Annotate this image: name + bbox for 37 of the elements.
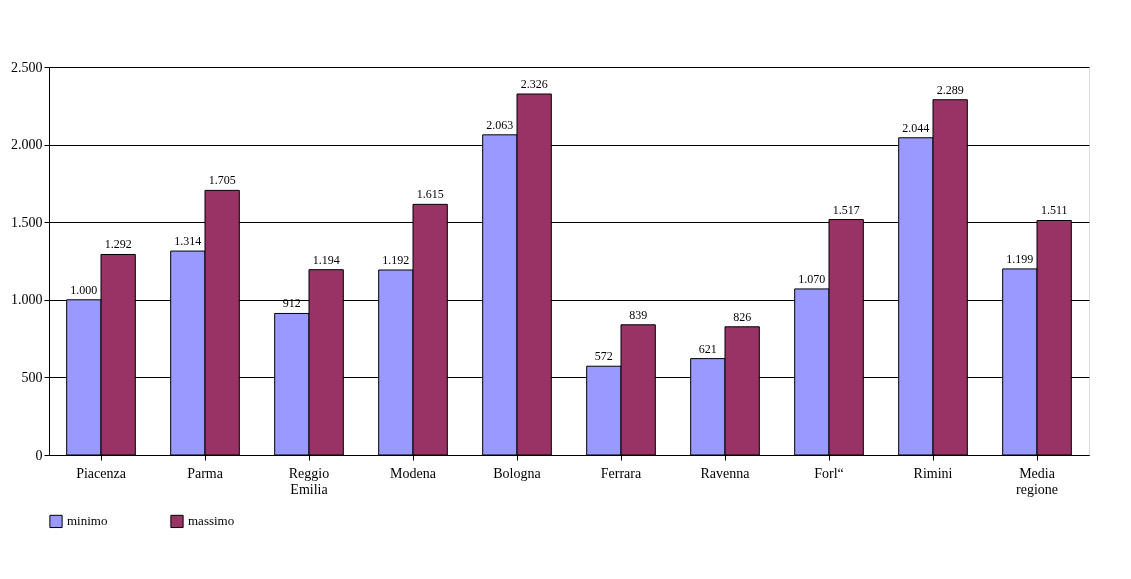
y-tick-label: 500 <box>21 369 43 385</box>
data-label: 621 <box>698 341 717 356</box>
data-label: 826 <box>733 309 752 324</box>
x-tick-label: Reggio Emilia <box>288 465 330 497</box>
legend-label: massimo <box>188 513 235 529</box>
x-tick-label: Ferrara <box>600 465 642 481</box>
data-label: 1.314 <box>174 234 202 249</box>
legend-label: minimo <box>67 513 108 529</box>
data-label: 1.517 <box>832 202 860 217</box>
data-label: 2.326 <box>520 77 548 91</box>
x-tick-label: Rimini <box>913 465 953 481</box>
x-tick-label: Forl“ <box>814 465 844 481</box>
data-label: 2.044 <box>902 120 930 135</box>
data-label: 2.063 <box>486 117 514 132</box>
data-label: 1.199 <box>1006 251 1034 266</box>
y-tick-label: 1.000 <box>11 292 43 308</box>
y-tick-label: 2.000 <box>11 137 43 153</box>
y-tick-label: 1.500 <box>11 214 43 230</box>
x-tick-label: Piacenza <box>76 465 127 481</box>
data-label: 1.511 <box>1040 203 1068 218</box>
data-label: 1.615 <box>416 187 444 202</box>
data-label: 1.705 <box>208 173 236 188</box>
data-label: 572 <box>594 349 613 364</box>
data-label: 1.070 <box>798 271 826 286</box>
x-tick-label: Modena <box>390 465 437 481</box>
data-label: 2.289 <box>936 82 964 97</box>
data-label: 1.192 <box>382 253 410 267</box>
x-tick-label: Ravenna <box>700 465 751 481</box>
x-tick-label: Parma <box>187 465 224 481</box>
data-label: 1.000 <box>70 282 98 297</box>
data-label: 1.194 <box>312 252 340 267</box>
x-tick-label: Media regione <box>1016 465 1058 497</box>
y-tick-label: 2.500 <box>11 59 43 75</box>
data-label: 1.292 <box>104 237 132 252</box>
data-label: 839 <box>629 307 648 322</box>
x-tick-label: Bologna <box>493 465 542 481</box>
y-tick-label: 0 <box>35 447 43 463</box>
